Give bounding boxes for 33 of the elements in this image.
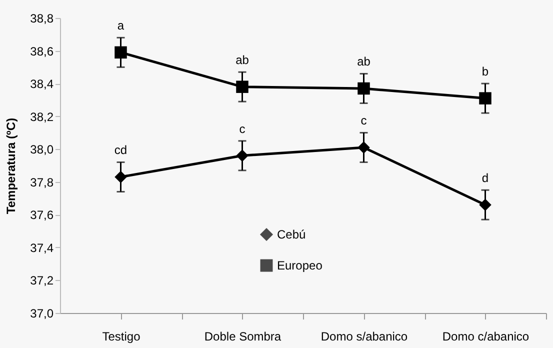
y-tick-label: 37,8 — [30, 175, 54, 190]
annotation: b — [482, 64, 489, 79]
y-tick-label: 37,0 — [30, 306, 54, 320]
x-tick-label: Testigo — [102, 330, 141, 344]
legend-label: Europeo — [277, 258, 323, 272]
annotation: a — [117, 18, 124, 33]
point — [114, 170, 127, 184]
annotation: c — [239, 122, 246, 136]
x-tick-label: Domo c/abanico — [442, 330, 530, 344]
annotation: d — [482, 171, 489, 186]
point — [479, 198, 492, 211]
y-tick-label: 38,2 — [30, 110, 54, 124]
annotation: c — [360, 114, 367, 128]
annotation: cd — [114, 143, 128, 158]
x-tick-label: Domo s/abanico — [320, 330, 408, 344]
annotation: ab — [357, 54, 371, 69]
y-tick-label: 38,6 — [30, 44, 54, 58]
legend-label: Cebú — [277, 228, 306, 242]
annotation: ab — [236, 53, 250, 68]
point — [236, 150, 248, 162]
y-tick-label: 38,8 — [30, 12, 54, 26]
x-tick-label: Doble Sombra — [204, 330, 282, 344]
point — [236, 80, 248, 93]
y-tick-label: 38,4 — [30, 77, 54, 92]
y-tick-label: 37,2 — [30, 274, 54, 288]
point — [114, 46, 127, 59]
point — [358, 141, 370, 154]
y-tick-label: 37,4 — [30, 240, 54, 255]
y-tick-label: 37,6 — [30, 208, 54, 222]
point — [479, 92, 492, 104]
y-tick-label: 38,0 — [30, 142, 54, 157]
y-axis-title: Temperatura (ºC) — [4, 118, 18, 214]
point — [358, 82, 370, 95]
